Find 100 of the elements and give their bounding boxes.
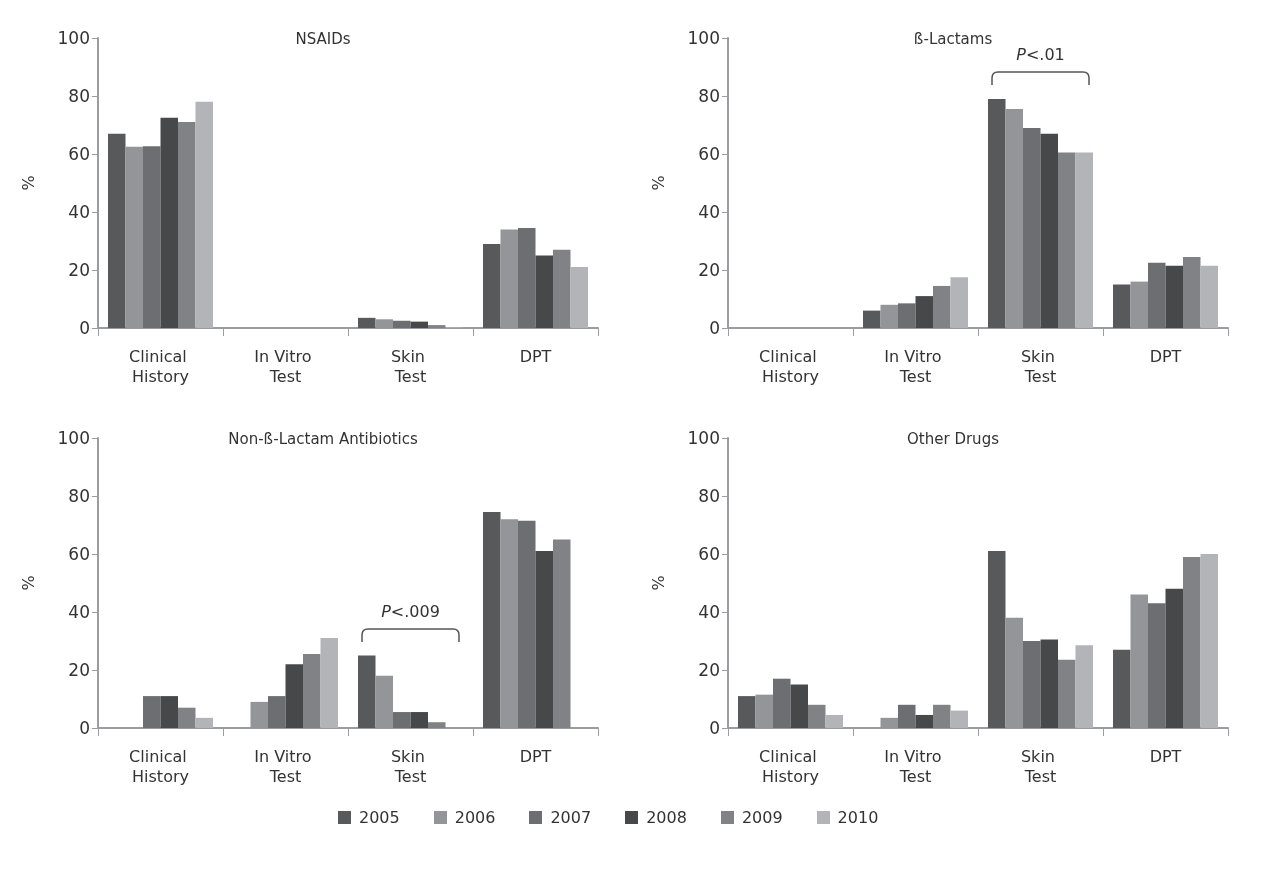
bar [1058,659,1076,728]
bar [143,696,161,728]
bar [1200,554,1218,728]
bar [535,255,553,328]
bar [483,511,501,728]
bar [428,722,446,728]
y-tick-label: 100 [687,428,720,448]
y-tick-label: 0 [709,718,720,738]
bar [518,520,536,728]
y-axis-title: % [648,175,668,191]
bar [108,133,126,328]
y-tick-label: 0 [79,318,90,338]
y-tick-label: 0 [79,718,90,738]
bar [178,122,196,328]
chart-title: NSAIDs [295,29,351,48]
y-tick-label: 80 [698,486,720,506]
x-tick-label: Skin Test [1020,346,1061,386]
bar [428,325,446,328]
bar [1165,265,1183,328]
bar [268,696,286,728]
chart-title: Other Drugs [907,429,1000,448]
y-tick-label: 20 [68,260,90,280]
bar [1183,256,1201,328]
x-tick-label: Skin Test [390,346,431,386]
bar [358,655,376,728]
y-tick-label: 20 [698,260,720,280]
bar [553,539,571,728]
bar [950,710,968,728]
x-tick-label: In Vitro Test [254,346,317,386]
y-tick-label: 60 [698,544,720,564]
bar [808,704,826,728]
y-axis-title: % [18,175,38,191]
bar [178,707,196,728]
bar [933,704,951,728]
bar [1200,265,1218,328]
y-tick-label: 20 [698,660,720,680]
bar [1183,556,1201,728]
bar [535,551,553,728]
bar [143,146,161,328]
bar [950,277,968,328]
bar [410,321,428,328]
bar [1148,262,1166,328]
x-tick-label: DPT [1149,746,1182,766]
bar [1113,649,1131,728]
annotation: P<.009 [380,601,441,621]
y-tick-label: 80 [68,86,90,106]
bar [1040,639,1058,728]
bar [1023,641,1041,728]
y-axis-title: % [648,575,668,591]
bar [1148,603,1166,728]
bar [1075,152,1093,328]
x-tick-label: In Vitro Test [884,746,947,786]
y-tick-label: 20 [68,660,90,680]
y-tick-label: 60 [698,144,720,164]
bar [553,249,571,328]
bar [863,310,881,328]
bar [393,320,411,328]
bar [773,678,791,728]
x-tick-label: In Vitro Test [884,346,947,386]
bar [570,267,588,328]
bar [160,696,178,728]
legend-label: 2009 [741,808,783,827]
y-tick-label: 40 [68,602,90,622]
bar [320,638,338,728]
x-tick-label: Clinical History [129,346,192,386]
legend-label: 2010 [837,808,879,827]
bar [195,717,213,728]
bar [195,101,213,328]
bar [303,654,321,728]
bar [1075,645,1093,728]
bar [160,117,178,328]
bar [285,664,303,728]
chart-title: Non-ß-Lactam Antibiotics [228,429,418,448]
x-tick-label: Skin Test [390,746,431,786]
legend-label: 2006 [454,808,496,827]
bar [915,714,933,728]
y-tick-label: 40 [68,202,90,222]
y-tick-label: 100 [57,28,90,48]
bar [1058,152,1076,328]
bar [1023,127,1041,328]
bar [898,704,916,728]
bar [1040,133,1058,328]
bar [518,227,536,328]
bar [393,712,411,728]
y-tick-label: 40 [698,602,720,622]
bar [915,296,933,328]
x-tick-label: Clinical History [129,746,192,786]
x-tick-label: Clinical History [759,746,822,786]
bar [1113,284,1131,328]
bar [898,303,916,328]
y-tick-label: 0 [709,318,720,338]
bar [1165,588,1183,728]
y-tick-label: 80 [68,486,90,506]
x-tick-label: Skin Test [1020,746,1061,786]
bar [358,317,376,328]
y-tick-label: 60 [68,544,90,564]
legend-label: 2008 [646,808,687,827]
y-tick-label: 40 [698,202,720,222]
bar [410,712,428,728]
x-tick-label: In Vitro Test [254,746,317,786]
